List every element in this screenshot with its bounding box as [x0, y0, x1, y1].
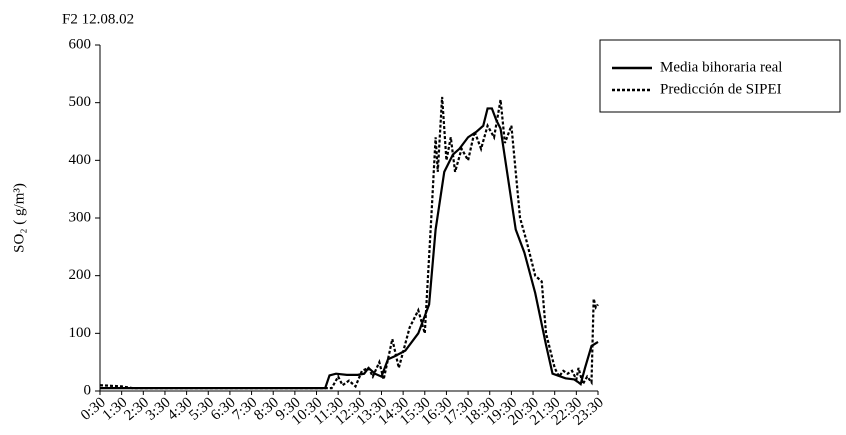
- y-tick-label: 100: [69, 325, 92, 341]
- y-tick-label: 200: [69, 267, 92, 283]
- series-line: [100, 107, 599, 390]
- series-line: [99, 96, 599, 390]
- legend-label: Predicción de SIPEI: [660, 81, 782, 97]
- y-tick-label: 0: [84, 382, 92, 398]
- y-tick-label: 400: [69, 152, 92, 168]
- legend-box: [599, 39, 841, 113]
- y-axis-label: SO₂ ( g/m³): [11, 183, 27, 253]
- y-tick-label: 600: [69, 36, 92, 52]
- chart-title: F2 12.08.02: [62, 11, 134, 27]
- legend-label: Media bihoraria real: [660, 59, 782, 75]
- y-tick-label: 300: [69, 209, 92, 225]
- y-tick-label: 500: [69, 94, 92, 110]
